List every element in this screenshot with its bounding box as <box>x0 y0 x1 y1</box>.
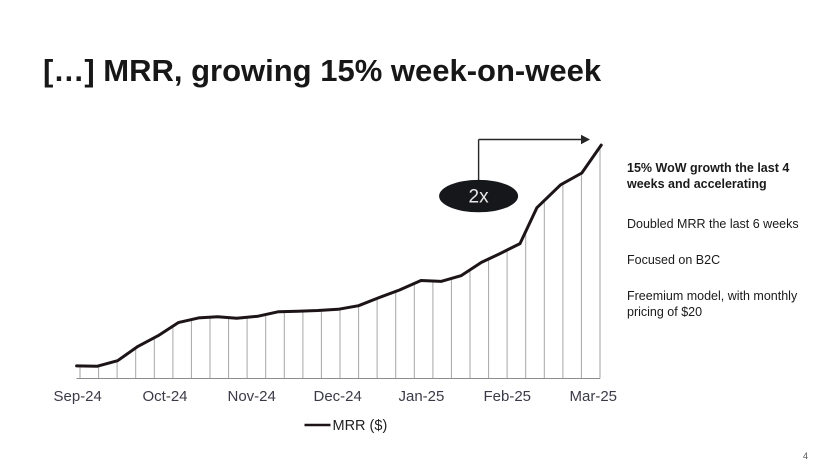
svg-text:2x: 2x <box>469 187 490 208</box>
svg-text:Nov-24: Nov-24 <box>228 388 276 405</box>
svg-text:Sep-24: Sep-24 <box>54 388 102 405</box>
svg-text:Feb-25: Feb-25 <box>484 388 532 405</box>
svg-text:Mar-25: Mar-25 <box>570 388 618 405</box>
svg-text:MRR ($): MRR ($) <box>333 418 388 434</box>
svg-text:Jan-25: Jan-25 <box>399 388 445 405</box>
svg-text:Oct-24: Oct-24 <box>143 388 188 405</box>
svg-text:Dec-24: Dec-24 <box>314 388 362 405</box>
